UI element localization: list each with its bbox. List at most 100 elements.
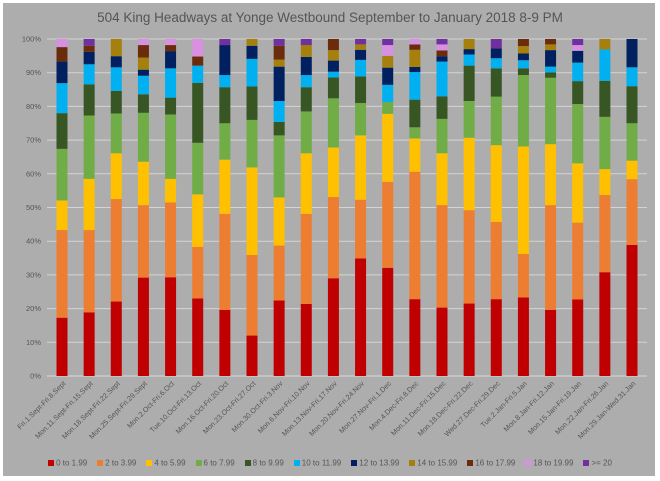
bar-segment	[545, 50, 557, 67]
bar-segment	[219, 75, 231, 88]
bar-segment	[83, 45, 95, 52]
bar-segment	[165, 51, 177, 69]
legend-swatch	[351, 459, 358, 466]
bar-segment	[382, 181, 394, 268]
bar-segment	[56, 148, 68, 201]
bar-stack	[300, 39, 312, 376]
legend-label: 12 to 13.99	[359, 458, 400, 468]
bar-segment	[626, 86, 638, 124]
legend: 0 to 1.99 2 to 3.99 4 to 5.99 6 to 7.99 8 to…	[0, 458, 660, 467]
bar-segment	[463, 65, 475, 102]
bar-segment	[490, 96, 502, 146]
bar-segment	[246, 45, 258, 59]
bar-segment	[355, 199, 367, 259]
bar-segment	[137, 94, 149, 113]
bar-segment	[246, 255, 258, 336]
legend-item: 0 to 1.99	[48, 458, 87, 467]
bar-segment	[192, 82, 204, 143]
legend-item: 14 to 15.99	[409, 458, 457, 467]
y-tick-label: 0%	[30, 372, 41, 381]
bar-segment	[355, 76, 367, 104]
bar-segment	[572, 222, 584, 300]
bar-segment	[110, 56, 122, 68]
bar-segment	[137, 57, 149, 70]
bar-segment	[355, 49, 367, 60]
bar-segment	[599, 195, 611, 273]
bar-stack	[137, 39, 149, 376]
bar-segment	[626, 39, 638, 68]
y-tick-label: 100%	[22, 35, 42, 44]
y-tick-label: 80%	[26, 102, 41, 111]
legend-item: 4 to 5.99	[146, 458, 186, 468]
bar-segment	[517, 146, 529, 255]
y-tick-label: 20%	[26, 304, 41, 313]
bar-segment	[110, 90, 122, 114]
bar-segment	[436, 205, 448, 308]
bar-segment	[56, 47, 68, 62]
bar-segment	[56, 200, 68, 231]
bar-segment	[273, 101, 285, 122]
bar-segment	[490, 221, 502, 300]
bar-segment	[300, 303, 312, 376]
bar-segment	[327, 98, 339, 148]
bar-segment	[409, 127, 421, 139]
bar-segment	[382, 84, 394, 103]
bar-segment	[355, 103, 367, 136]
bar-segment	[246, 39, 258, 46]
x-tick-label: Tue.2.Jan-Fri.5.Jan	[479, 379, 529, 429]
bar-segment	[490, 39, 502, 49]
y-tick-label: 60%	[26, 169, 41, 178]
bar-stack	[409, 39, 421, 376]
bar-segment	[56, 39, 68, 48]
bar-segment	[517, 68, 529, 76]
legend-label: 4 to 5.99	[154, 458, 186, 468]
bar-segment	[273, 39, 285, 46]
bar-segment	[327, 39, 339, 51]
bar-segment	[300, 153, 312, 214]
y-tick-label: 50%	[26, 203, 41, 212]
bar-segment	[273, 121, 285, 136]
bar-segment	[327, 147, 339, 198]
bar-segment	[382, 67, 394, 85]
bar-segment	[572, 39, 584, 46]
bar-segment	[137, 277, 149, 376]
legend-item: 8 to 9.99	[244, 458, 284, 467]
bar-stack	[572, 39, 584, 376]
bar-segment	[409, 99, 421, 128]
legend-swatch	[48, 459, 55, 466]
bar-segment	[192, 56, 204, 66]
bar-segment	[192, 246, 204, 299]
bar-segment	[490, 299, 502, 376]
bar-segment	[192, 194, 204, 247]
bar-segment	[83, 39, 95, 46]
bar-segment	[355, 59, 367, 77]
bar-segment	[490, 48, 502, 59]
bar-segment	[327, 71, 339, 78]
bar-segment	[56, 83, 68, 114]
bar-segment	[137, 69, 149, 76]
bar-segment	[355, 44, 367, 50]
bar-segment	[110, 153, 122, 200]
bar-segment	[572, 299, 584, 376]
bar-segment	[273, 245, 285, 301]
x-tick-label: Mon.8.Jan-Fri.12.Jan	[502, 379, 556, 433]
chart-title: 504 King Headways at Yonge Westbound Sep…	[97, 10, 563, 25]
bar-segment	[436, 50, 448, 57]
bar-segment	[110, 39, 122, 57]
bar-segment	[517, 53, 529, 61]
bar-segment	[137, 161, 149, 206]
bar-segment	[436, 44, 448, 51]
bar-segment	[246, 335, 258, 376]
bar-segment	[110, 301, 122, 376]
bar-segment	[626, 67, 638, 87]
bar-segment	[300, 75, 312, 88]
legend-label: 0 to 1.99	[56, 458, 88, 468]
bar-segment	[545, 309, 557, 376]
bar-segment	[219, 309, 231, 376]
bar-segment	[327, 278, 339, 376]
legend-swatch	[195, 459, 202, 466]
bar-segment	[463, 49, 475, 55]
bar-segment	[517, 60, 529, 69]
bar-stack	[599, 39, 611, 376]
bar-segment	[300, 213, 312, 304]
